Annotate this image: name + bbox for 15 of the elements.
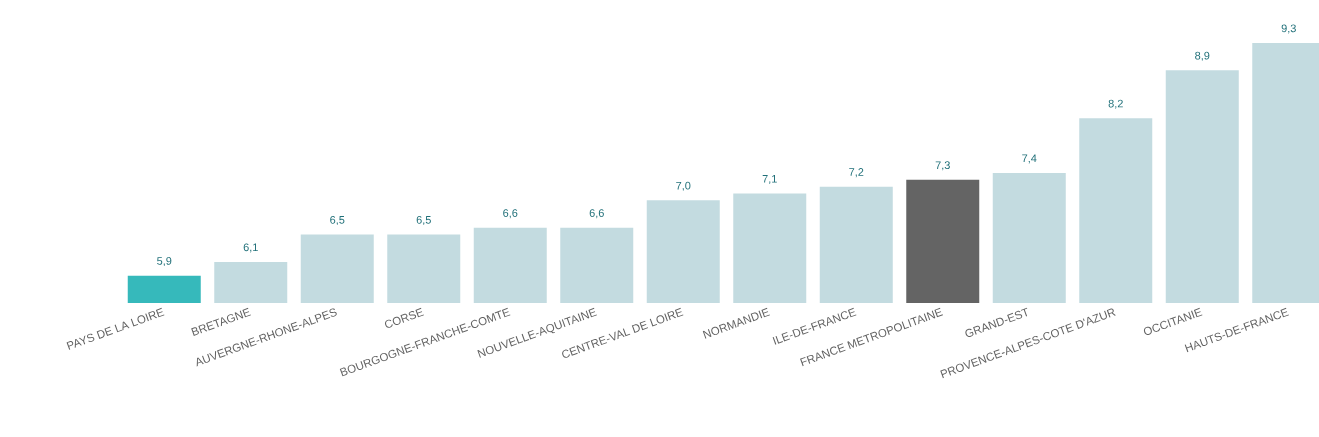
data-label: 6,5 — [416, 216, 431, 226]
data-label: 7,2 — [849, 168, 864, 178]
data-label: 7,0 — [676, 181, 691, 191]
data-label: 5,9 — [157, 257, 172, 267]
data-label: 8,9 — [1195, 51, 1210, 61]
data-label: 8,2 — [1108, 99, 1123, 109]
data-label: 6,1 — [243, 243, 258, 253]
data-label: 6,5 — [330, 216, 345, 226]
x-tick-label: PAYS DE LA LOIRE — [66, 307, 165, 350]
data-label: 9,3 — [1281, 24, 1296, 34]
data-label: 7,3 — [935, 161, 950, 171]
data-label: 7,1 — [762, 175, 777, 185]
data-label: 6,6 — [503, 209, 518, 219]
data-label: 6,6 — [589, 209, 604, 219]
data-label: 7,4 — [1022, 154, 1037, 164]
